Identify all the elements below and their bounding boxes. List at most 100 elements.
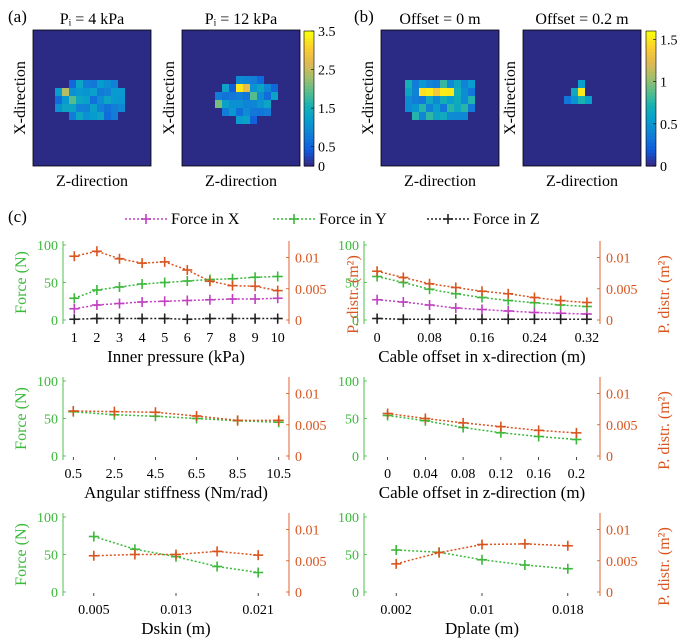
series-orange-point — [424, 278, 435, 289]
series-green-point — [391, 545, 402, 555]
right-tick-label: 0 — [295, 314, 302, 329]
heatmap-cell — [447, 112, 454, 120]
colorbar-segment — [304, 81, 314, 86]
colorbar-segment — [304, 51, 314, 56]
heatmap-cell — [243, 84, 250, 92]
heatmap-cell — [222, 92, 229, 100]
heatmap-cell — [97, 88, 104, 96]
colorbar-segment — [304, 71, 314, 76]
heatmap-cell — [111, 104, 118, 112]
series-green-line — [74, 275, 278, 299]
series-orange-point — [458, 417, 469, 428]
series-black-point — [272, 313, 283, 324]
x-tick-label: 4.5 — [147, 467, 165, 482]
colorbar-segment — [304, 101, 314, 106]
heatmap-cell — [419, 104, 426, 112]
x-tick-label: 0.005 — [78, 603, 110, 618]
heatmap-cell — [97, 80, 104, 88]
series-orange-point — [382, 408, 393, 419]
heatmap-cell — [97, 96, 104, 104]
left-tick-label: 0 — [51, 314, 58, 329]
x-tick-label: 0.04 — [413, 467, 438, 482]
heatmap-cell — [118, 96, 125, 104]
left-axis-label: Force (N) — [13, 251, 30, 314]
left-axis-label: Force (N) — [13, 523, 30, 586]
right-tick-label: 0.01 — [606, 524, 631, 539]
heatmap-title: Offset = 0.2 m — [535, 11, 629, 28]
heatmap-cell — [440, 88, 447, 96]
heatmap-cell — [447, 88, 454, 96]
chart-c3: 0 50 100 0 0.005 0.01 0.5 2.5 4.5 6.5 8.5 10.5Angul… — [13, 375, 327, 502]
series-purple-point — [204, 294, 215, 305]
right-axis-label: P. distr. (m²) — [656, 255, 673, 334]
heatmap-cell — [578, 96, 585, 104]
legend-label: Force in Y — [319, 211, 387, 228]
heatmap-cell — [62, 88, 69, 96]
heatmap-cell — [250, 92, 257, 100]
heatmap-cell — [76, 80, 83, 88]
left-axis-label: Force (N) — [13, 387, 30, 450]
series-green-point — [212, 561, 223, 572]
heatmap-cell — [97, 112, 104, 120]
heatmap-cell — [454, 88, 461, 96]
series-green-point — [159, 277, 170, 288]
colorbar-segment — [304, 105, 314, 110]
colorbar-segment — [646, 101, 656, 106]
heatmap-cell — [236, 116, 243, 124]
chart-c4: 0 50 100 0 0.005 0.01 0 0.04 0.08 0.12 0.16 0.2Cabl… — [338, 375, 673, 502]
series-orange-point — [88, 550, 99, 561]
heatmap-cell — [571, 88, 578, 96]
heatmap-cell — [271, 84, 278, 92]
series-orange-point — [420, 413, 431, 424]
left-tick-label: 0 — [352, 450, 359, 465]
heatmap-cell — [264, 92, 271, 100]
series-orange-line — [376, 270, 587, 304]
heatmap-title: Offset = 0 m — [399, 11, 481, 28]
heatmap-cell — [55, 104, 62, 112]
colorbar-segment — [646, 95, 656, 100]
heatmap-cell — [426, 112, 433, 120]
x-tick-label: 0.002 — [380, 603, 412, 618]
legend-label: Force in X — [171, 211, 240, 228]
panel-label-b: (b) — [354, 7, 374, 26]
x-tick-label: 0.021 — [242, 603, 274, 618]
colorbar: 1.5 1 0.5 0 — [645, 30, 678, 175]
heatmap-cell — [118, 88, 125, 96]
heatmap-cell — [433, 112, 440, 120]
left-tick-label: 50 — [44, 277, 58, 292]
x-tick-label: 0 — [374, 331, 381, 346]
left-tick-label: 100 — [37, 239, 58, 254]
series-green-point — [477, 554, 487, 565]
series-purple-point — [398, 297, 409, 307]
series-orange-point — [434, 547, 445, 558]
panel-label-a: (a) — [8, 7, 27, 26]
heatmap-cell — [271, 92, 278, 100]
colorbar-tick-label: 1 — [660, 76, 667, 91]
colorbar-segment — [304, 91, 314, 96]
heatmap-cell — [433, 96, 440, 104]
heatmap-cell — [76, 104, 83, 112]
heatmap-cell — [419, 80, 426, 88]
series-orange-point — [227, 280, 238, 291]
series-black-point — [529, 314, 540, 325]
series-orange-point — [150, 407, 161, 418]
heatmap-cell — [90, 80, 97, 88]
colorbar-segment — [304, 115, 314, 120]
series-purple-point — [137, 297, 148, 307]
left-tick-label: 50 — [345, 413, 359, 428]
series-green-point — [519, 560, 530, 570]
series-green-point — [88, 531, 99, 542]
heatmap-cell — [62, 104, 69, 112]
colorbar-segment — [646, 142, 656, 147]
colorbar-tick-label: 3.5 — [318, 25, 336, 40]
colorbar-segment — [646, 162, 656, 167]
heatmap-cell — [250, 84, 257, 92]
colorbar-tick-label: 1.5 — [318, 102, 336, 117]
colorbar-segment — [304, 149, 314, 154]
colorbar-segment — [304, 122, 314, 127]
colorbar-frame — [303, 30, 315, 167]
heatmap-cell — [243, 108, 250, 116]
colorbar-segment — [304, 64, 314, 69]
heatmap-title: Pᵢ = 4 kPa — [60, 11, 125, 28]
heatmap-ylabel: X-direction — [360, 61, 377, 135]
